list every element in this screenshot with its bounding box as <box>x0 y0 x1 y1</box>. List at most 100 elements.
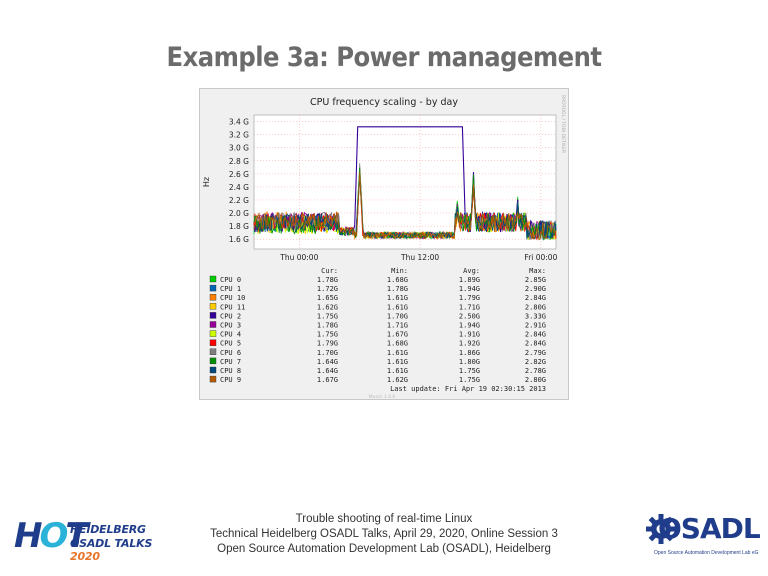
legend-header-cur: Cur: <box>321 267 338 275</box>
legend-cur: 1.65G <box>317 294 338 302</box>
legend-max: 2.80G <box>525 376 546 384</box>
y-tick-label: 3.0 G <box>229 144 249 153</box>
hot-logo-line2: OSADL TALKS 2020 <box>70 537 153 563</box>
legend-name: CPU 7 <box>220 358 241 366</box>
legend-avg: 1.79G <box>459 294 480 302</box>
legend-max: 2.91G <box>525 322 546 330</box>
legend-min: 1.78G <box>387 285 408 293</box>
legend-avg: 1.75G <box>459 376 480 384</box>
legend-header-avg: Avg: <box>463 267 480 275</box>
legend-max: 2.84G <box>525 294 546 302</box>
legend-max: 3.33G <box>525 312 546 320</box>
legend-cur: 1.70G <box>317 349 338 357</box>
legend-name: CPU 9 <box>220 376 241 384</box>
legend-cur: 1.62G <box>317 303 338 311</box>
legend-swatch <box>209 275 217 283</box>
legend-max: 2.78G <box>525 367 546 375</box>
legend-min: 1.61G <box>387 303 408 311</box>
legend-cur: 1.78G <box>317 322 338 330</box>
y-tick-label: 2.0 G <box>229 209 249 218</box>
legend-name: CPU 10 <box>220 294 245 302</box>
legend-max: 2.85G <box>525 276 546 284</box>
legend-cur: 1.75G <box>317 331 338 339</box>
x-tick-label: Fri 00:00 <box>524 253 557 262</box>
legend-name: CPU 11 <box>220 303 245 311</box>
last-update: Last update: Fri Apr 19 02:30:15 2013 <box>390 385 546 393</box>
y-tick-label: 3.2 G <box>229 131 249 140</box>
hot-logo-mark: HOT <box>14 516 89 556</box>
legend-avg: 1.94G <box>459 322 480 330</box>
legend-avg: 1.89G <box>459 276 480 284</box>
hot-logo: HOT HEIDELBERG OSADL TALKS 2020 <box>14 516 174 563</box>
legend-min: 1.67G <box>387 331 408 339</box>
legend-swatch <box>209 321 217 328</box>
legend-min: 1.62G <box>387 376 408 384</box>
legend-swatch <box>209 366 217 374</box>
osadl-subtitle: Open Source Automation Development Lab e… <box>654 550 759 556</box>
legend-swatch <box>209 330 217 337</box>
osadl-logo: OSADL Open Source Automation Development… <box>646 512 762 564</box>
legend-min: 1.68G <box>387 340 408 348</box>
legend-max: 2.90G <box>525 285 546 293</box>
legend-min: 1.61G <box>387 358 408 366</box>
x-tick-label: Thu 12:00 <box>400 253 439 262</box>
legend-swatch <box>209 312 217 319</box>
legend-min: 1.61G <box>387 367 408 375</box>
legend-name: CPU 3 <box>220 322 241 330</box>
gear-icon <box>646 514 676 544</box>
legend-name: CPU 4 <box>220 331 241 339</box>
legend-avg: 1.71G <box>459 303 480 311</box>
legend-avg: 1.92G <box>459 340 480 348</box>
legend-cur: 1.78G <box>317 276 338 284</box>
legend-name: CPU 2 <box>220 312 241 320</box>
legend-swatch <box>209 293 217 301</box>
legend-header-max: Max: <box>529 267 546 275</box>
munin-graph: CPU frequency scaling - by day 1.6 G 1.8 G… <box>199 88 569 400</box>
legend-max: 2.79G <box>525 349 546 357</box>
rrdtool-label: RRDTOOL / TOBI OETIKER <box>560 95 566 153</box>
legend-swatch <box>209 339 217 346</box>
legend-avg: 1.94G <box>459 285 480 293</box>
legend-swatch <box>209 348 217 355</box>
legend-max: 2.84G <box>525 340 546 348</box>
munin-watermark: Munin 1.4.6 <box>369 394 396 399</box>
legend-cur: 1.72G <box>317 285 338 293</box>
legend-min: 1.70G <box>387 312 408 320</box>
legend-avg: 1.80G <box>459 358 480 366</box>
legend-avg: 2.50G <box>459 312 480 320</box>
series-line-cpu-4 <box>253 169 557 241</box>
legend-swatch <box>209 303 217 310</box>
legend-min: 1.61G <box>387 294 408 302</box>
legend-max: 2.84G <box>525 331 546 339</box>
hot-logo-line1: HEIDELBERG <box>70 523 146 536</box>
y-tick-label: 3.4 G <box>229 118 249 127</box>
y-tick-label: 1.6 G <box>229 235 249 244</box>
legend-name: CPU 6 <box>220 349 241 357</box>
legend-name: CPU 0 <box>220 276 241 284</box>
legend-name: CPU 5 <box>220 340 241 348</box>
legend-avg: 1.91G <box>459 331 480 339</box>
y-axis-label: Hz <box>202 177 211 187</box>
legend-header-min: Min: <box>391 267 408 275</box>
legend-cur: 1.67G <box>317 376 338 384</box>
slide-title: Example 3a: Power management <box>166 42 602 73</box>
legend-swatch <box>209 284 217 292</box>
y-tick-label: 2.6 G <box>229 170 249 179</box>
legend-avg: 1.86G <box>459 349 480 357</box>
legend-cur: 1.75G <box>317 312 338 320</box>
legend-swatch <box>209 375 217 383</box>
legend-max: 2.82G <box>525 358 546 366</box>
legend-max: 2.80G <box>525 303 546 311</box>
y-tick-label: 2.2 G <box>229 196 249 205</box>
legend-name: CPU 1 <box>220 285 241 293</box>
footer-line-1: Trouble shooting of real-time Linux <box>295 513 473 525</box>
legend-avg: 1.75G <box>459 367 480 375</box>
series-line-cpu-2 <box>253 126 557 237</box>
legend-min: 1.68G <box>387 276 408 284</box>
legend-swatch <box>209 357 217 365</box>
y-tick-label: 1.8 G <box>229 222 249 231</box>
x-tick-label: Thu 00:00 <box>279 253 318 262</box>
cpu-frequency-chart: CPU frequency scaling - by day 1.6 G 1.8 G… <box>202 95 566 399</box>
legend-min: 1.61G <box>387 349 408 357</box>
legend-min: 1.71G <box>387 322 408 330</box>
